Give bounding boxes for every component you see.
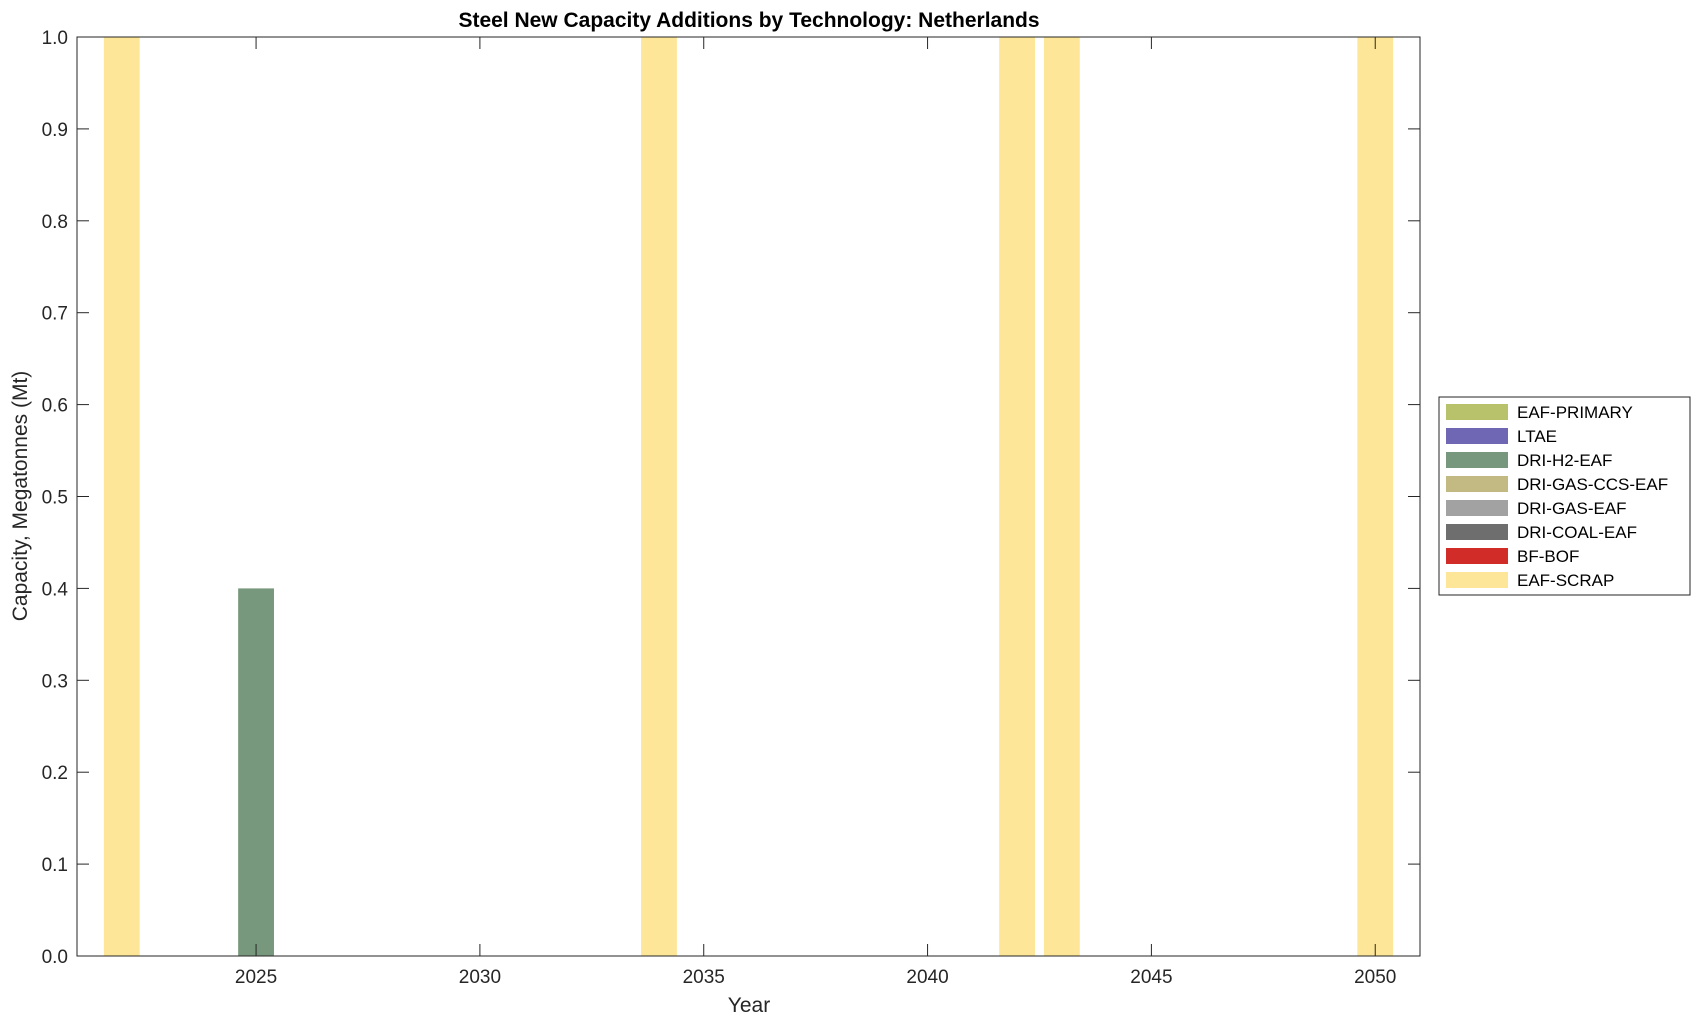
ticks-layer: 2025 2030 2035 2040 2045 2050 0.0 0.1 0.2 0.3 0.4 0…	[42, 28, 1420, 988]
y-tick-label: 0.3	[42, 671, 68, 692]
legend: EAF-PRIMARY LTAE DRI-H2-EAF DRI-GAS-CCS-EAF…	[1438, 396, 1691, 596]
y-tick-label: 0.8	[42, 212, 68, 233]
x-tick-label: 2030	[459, 967, 501, 988]
x-tick-label: 2045	[1130, 967, 1172, 988]
bar-eaf-scrap-2042	[999, 37, 1036, 956]
x-axis-title: Year	[728, 994, 770, 1017]
x-tick-label: 2040	[906, 967, 948, 988]
legend-swatch-dri-h2-eaf	[1446, 452, 1508, 468]
legend-label-dri-h2-eaf: DRI-H2-EAF	[1517, 451, 1612, 470]
y-tick-label: 0.1	[42, 855, 68, 876]
legend-label-ltae: LTAE	[1517, 427, 1557, 446]
legend-swatch-dri-gas-ccs-eaf	[1446, 476, 1508, 492]
legend-label-eaf-primary: EAF-PRIMARY	[1517, 403, 1633, 422]
y-tick-label: 0.9	[42, 120, 68, 141]
legend-swatch-eaf-scrap	[1446, 572, 1508, 588]
legend-label-dri-coal-eaf: DRI-COAL-EAF	[1517, 523, 1637, 542]
legend-swatch-bf-bof	[1446, 548, 1508, 564]
x-tick-label: 2050	[1354, 967, 1396, 988]
x-tick-label: 2025	[235, 967, 277, 988]
y-axis-title: Capacity, Megatonnes (Mt)	[9, 371, 32, 622]
y-tick-label: 1.0	[42, 28, 68, 49]
y-tick-label: 0.2	[42, 763, 68, 784]
bar-eaf-scrap-2022	[103, 37, 140, 956]
plot-frame	[76, 36, 1421, 957]
legend-label-dri-gas-ccs-eaf: DRI-GAS-CCS-EAF	[1517, 475, 1668, 494]
legend-swatch-dri-coal-eaf	[1446, 524, 1508, 540]
bar-eaf-scrap-2043	[1043, 37, 1080, 956]
y-tick-label: 0.5	[42, 488, 68, 509]
legend-swatch-eaf-primary	[1446, 404, 1508, 420]
legend-swatch-ltae	[1446, 428, 1508, 444]
y-tick-label: 0.4	[42, 579, 69, 600]
bar-eaf-scrap-2050	[1357, 37, 1394, 956]
y-tick-label: 0.6	[42, 396, 68, 417]
bar-dri-h2-eaf-2025	[238, 588, 274, 956]
y-tick-label: 0.0	[42, 947, 68, 968]
legend-swatch-dri-gas-eaf	[1446, 500, 1508, 516]
legend-label-bf-bof: BF-BOF	[1517, 547, 1579, 566]
y-tick-label: 0.7	[42, 304, 68, 325]
x-tick-label: 2035	[683, 967, 725, 988]
bar-eaf-scrap-2034	[641, 37, 677, 956]
bars-layer	[103, 37, 1394, 956]
legend-label-eaf-scrap: EAF-SCRAP	[1517, 571, 1614, 590]
chart-title: Steel New Capacity Additions by Technolo…	[458, 9, 1039, 32]
legend-label-dri-gas-eaf: DRI-GAS-EAF	[1517, 499, 1627, 518]
